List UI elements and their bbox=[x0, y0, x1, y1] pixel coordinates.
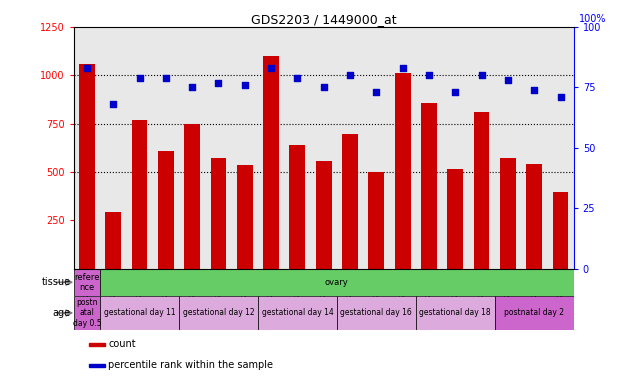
Bar bbox=[495, 296, 574, 330]
Bar bbox=[447, 169, 463, 269]
Bar bbox=[258, 296, 337, 330]
Text: gestational day 18: gestational day 18 bbox=[419, 308, 491, 318]
Point bbox=[240, 82, 250, 88]
Point bbox=[529, 87, 539, 93]
Bar bbox=[395, 73, 410, 269]
Text: tissue: tissue bbox=[42, 277, 71, 287]
Point bbox=[371, 89, 381, 95]
Bar bbox=[237, 165, 253, 269]
Point bbox=[135, 74, 145, 81]
Text: percentile rank within the sample: percentile rank within the sample bbox=[108, 360, 273, 370]
Text: gestational day 14: gestational day 14 bbox=[262, 308, 333, 318]
Point bbox=[292, 74, 303, 81]
Bar bbox=[184, 124, 200, 269]
Bar bbox=[369, 172, 384, 269]
Point bbox=[424, 72, 434, 78]
Bar bbox=[105, 212, 121, 269]
Bar bbox=[79, 64, 95, 269]
Bar bbox=[74, 296, 100, 330]
Bar bbox=[316, 161, 331, 269]
Point bbox=[187, 84, 197, 90]
Bar bbox=[210, 157, 226, 269]
Point bbox=[345, 72, 355, 78]
Text: refere
nce: refere nce bbox=[74, 273, 99, 292]
Bar bbox=[342, 134, 358, 269]
Bar bbox=[474, 112, 490, 269]
Text: postnatal day 2: postnatal day 2 bbox=[504, 308, 564, 318]
Bar bbox=[131, 120, 147, 269]
Text: gestational day 11: gestational day 11 bbox=[104, 308, 176, 318]
Point bbox=[476, 72, 487, 78]
Point bbox=[161, 74, 171, 81]
Text: count: count bbox=[108, 339, 136, 349]
Bar bbox=[553, 192, 569, 269]
Point bbox=[555, 94, 565, 100]
Bar bbox=[158, 151, 174, 269]
Text: age: age bbox=[53, 308, 71, 318]
Title: GDS2203 / 1449000_at: GDS2203 / 1449000_at bbox=[251, 13, 397, 26]
Bar bbox=[88, 343, 105, 346]
Point bbox=[450, 89, 460, 95]
Point bbox=[319, 84, 329, 90]
Bar bbox=[179, 296, 258, 330]
Text: postn
atal
day 0.5: postn atal day 0.5 bbox=[72, 298, 101, 328]
Bar bbox=[290, 145, 305, 269]
Bar bbox=[88, 364, 105, 367]
Point bbox=[397, 65, 408, 71]
Point bbox=[82, 65, 92, 71]
Bar bbox=[416, 296, 495, 330]
Text: ovary: ovary bbox=[325, 278, 349, 287]
Bar bbox=[337, 296, 416, 330]
Text: gestational day 16: gestational day 16 bbox=[340, 308, 412, 318]
Bar bbox=[421, 103, 437, 269]
Point bbox=[266, 65, 276, 71]
Text: gestational day 12: gestational day 12 bbox=[183, 308, 254, 318]
Point bbox=[108, 101, 119, 108]
Text: 100%: 100% bbox=[579, 14, 607, 24]
Bar bbox=[500, 157, 516, 269]
Bar bbox=[526, 164, 542, 269]
Bar bbox=[100, 296, 179, 330]
Point bbox=[503, 77, 513, 83]
Bar bbox=[263, 56, 279, 269]
Point bbox=[213, 79, 224, 86]
Bar bbox=[74, 269, 100, 296]
